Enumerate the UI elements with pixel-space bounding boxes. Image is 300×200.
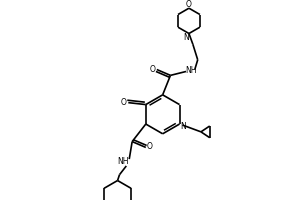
Text: NH: NH (185, 66, 196, 75)
Text: O: O (121, 98, 126, 107)
Text: O: O (186, 0, 192, 9)
Text: O: O (147, 142, 153, 151)
Text: O: O (150, 65, 156, 74)
Text: NH: NH (118, 157, 129, 166)
Text: N: N (181, 122, 186, 131)
Text: N: N (183, 33, 189, 42)
